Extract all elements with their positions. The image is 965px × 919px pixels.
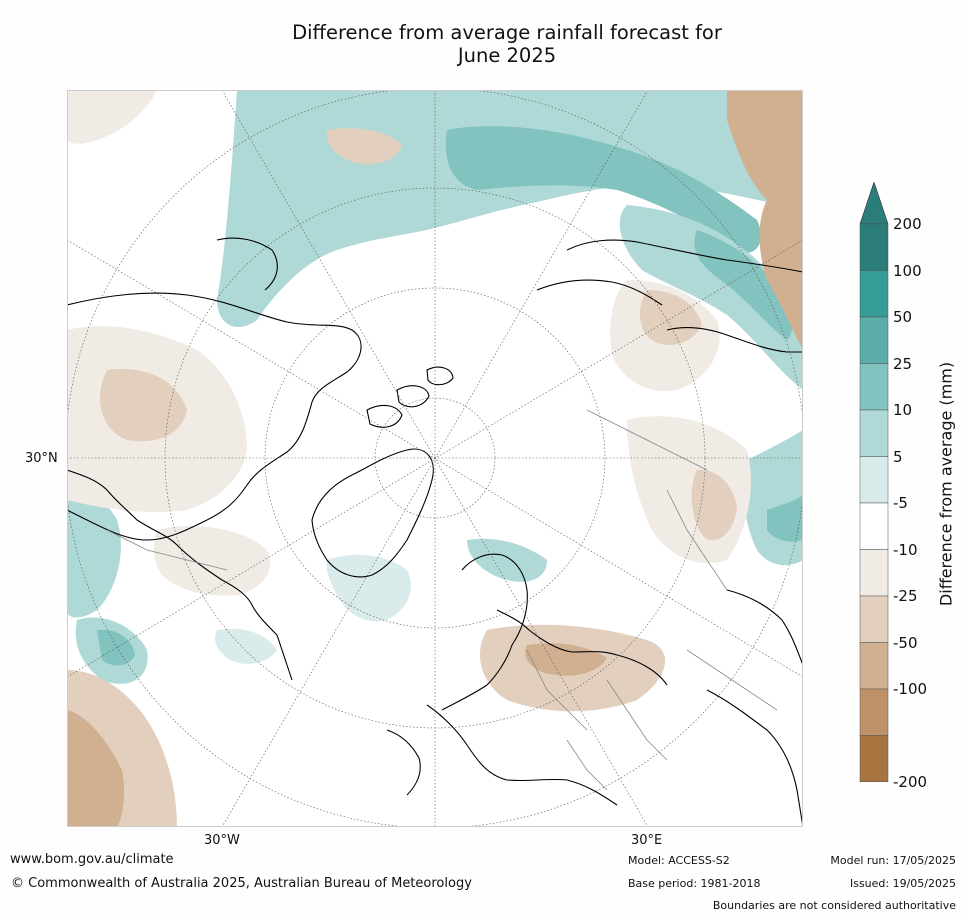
wet-region-russia-core (694, 230, 793, 340)
wet-region-scandinavia (467, 538, 547, 582)
colorbar-tick-label: 200 (893, 215, 922, 233)
colorbar-bin (859, 316, 889, 364)
colorbar-bin (859, 409, 889, 457)
colorbar-tick-label: -50 (893, 633, 918, 652)
lon-label-30w: 30°W (204, 833, 240, 848)
dry-region-topleft (67, 90, 157, 144)
chart-title: Difference from average rainfall forecas… (190, 21, 824, 67)
lat-label-30n: 30°N (25, 451, 58, 466)
colorbar-bin (859, 456, 889, 504)
footer-model-run: Model run: 17/05/2025 (830, 854, 956, 867)
colorbar-tick-label: -200 (893, 773, 928, 791)
colorbar-bin (859, 270, 889, 318)
colorbar-label: Difference from average (mm) (936, 361, 956, 607)
footer-url[interactable]: www.bom.gov.au/climate (10, 852, 174, 867)
colorbar-bin (859, 735, 889, 782)
dry-region-pacific-sw-inner (67, 710, 125, 827)
wet-region-pacific-west (67, 496, 121, 618)
wet-region-norway-sea (326, 554, 411, 622)
title-line-1: Difference from average rainfall forecas… (292, 21, 722, 44)
colorbar-bin (859, 549, 889, 597)
colorbar-tick-label: 100 (893, 261, 922, 280)
colorbar-tick-label: -10 (893, 540, 918, 559)
colorbar-bin (859, 595, 889, 643)
colorbar-bin (859, 642, 889, 690)
wet-region-atlantic-core (445, 126, 761, 253)
colorbar-tick-label: 5 (893, 447, 903, 466)
country-borders (106, 409, 778, 791)
footer-model: Model: ACCESS-S2 (628, 854, 730, 867)
colorbar-tick-label: 10 (893, 401, 913, 419)
colorbar-bin (859, 688, 889, 736)
dry-region-usa (153, 526, 271, 596)
footer-base-period: Base period: 1981-2018 (628, 877, 761, 890)
colorbar-bin (859, 223, 889, 271)
colorbar-tick-label: -5 (893, 494, 908, 512)
map-border (67, 90, 803, 827)
wet-region-russia (619, 205, 803, 390)
colorbar-extend-high (859, 182, 889, 225)
footer-issued: Issued: 19/05/2025 (849, 877, 956, 890)
colorbar-tick-label: -100 (893, 680, 928, 698)
colorbar-bin (859, 363, 889, 411)
wet-region-asia-east-core (767, 495, 803, 542)
dry-region-north-atlantic (326, 128, 402, 165)
colorbar-tick-label: -25 (893, 587, 918, 605)
forecast-map (67, 90, 803, 827)
footer-copyright: © Commonwealth of Australia 2025, Austra… (11, 876, 472, 891)
colorbar-tick-label: 50 (893, 308, 913, 326)
colorbar-bin (859, 502, 889, 550)
wet-region-pacific-mid (215, 628, 277, 664)
lon-label-30e: 30°E (631, 833, 663, 848)
colorbar-tick-label: 25 (893, 354, 913, 373)
map-svg (67, 90, 803, 827)
dry-region-siberia-core (640, 290, 702, 345)
dry-region-central-asia-core (691, 469, 737, 541)
footer-disclaimer: Boundaries are not considered authoritat… (712, 899, 956, 912)
dry-region-top-right (727, 90, 803, 350)
dry-region-canada-mid (99, 369, 187, 442)
graticule (67, 90, 803, 827)
colorbar (859, 182, 889, 782)
title-line-2: June 2025 (457, 44, 557, 67)
